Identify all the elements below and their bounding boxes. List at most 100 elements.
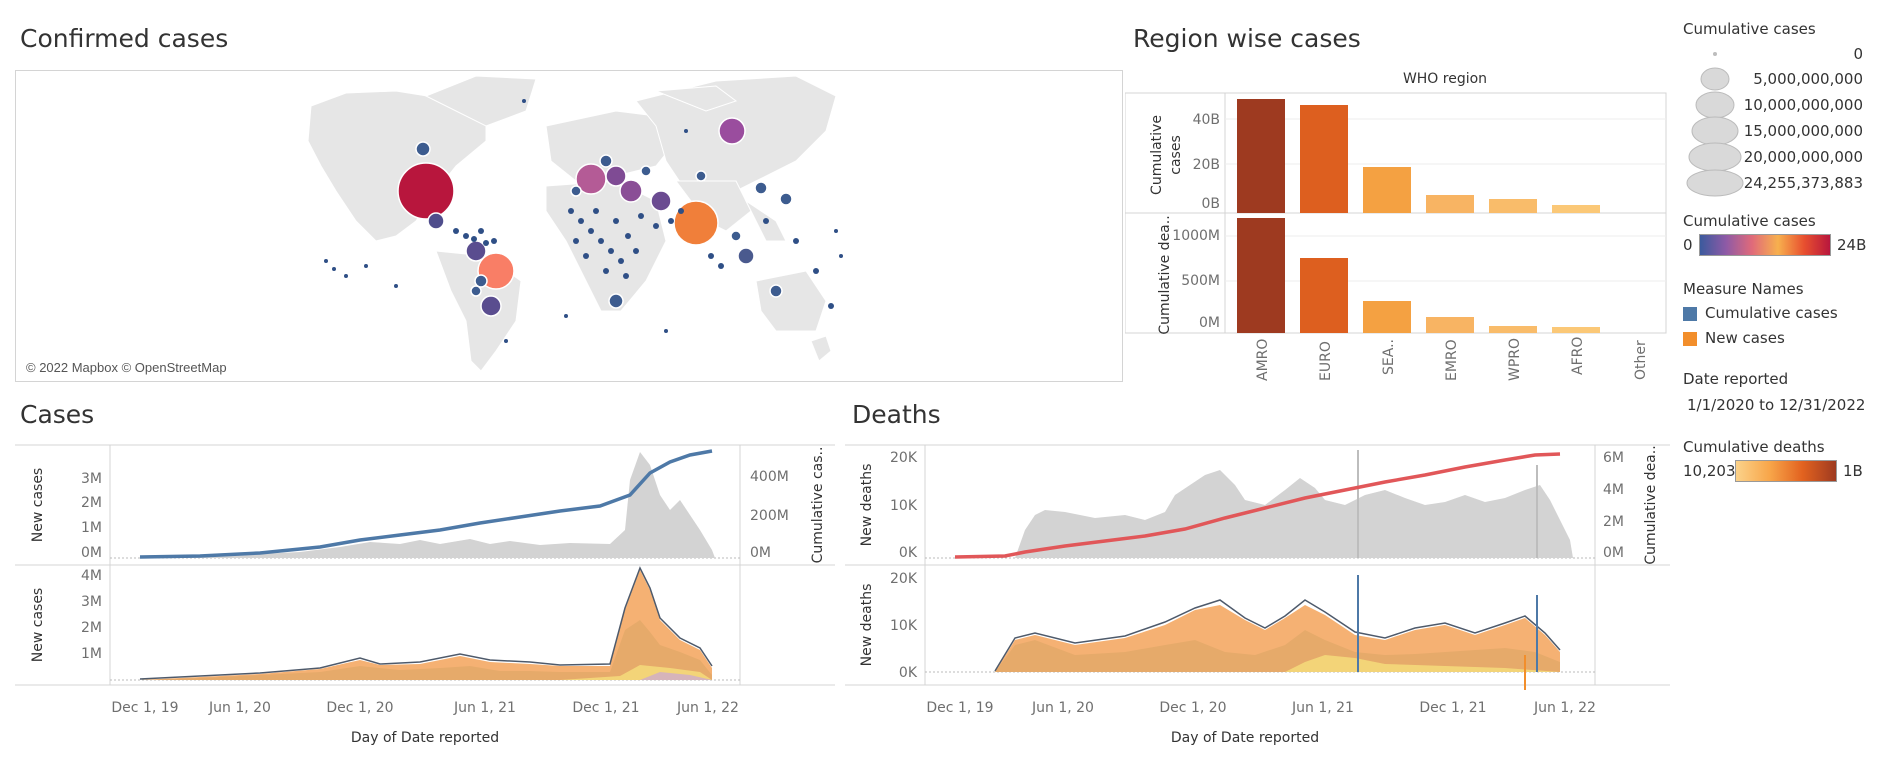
deaths-stack-edge bbox=[994, 599, 1561, 672]
deaths-max: 1B bbox=[1843, 462, 1863, 480]
bar-sea-cases bbox=[1363, 167, 1411, 213]
bubble-india bbox=[673, 200, 719, 246]
tick: 3M bbox=[81, 594, 102, 610]
land-shapes bbox=[307, 75, 837, 372]
deaths-y-right-top: Cumulative dea.. bbox=[1643, 445, 1659, 564]
row2-bars bbox=[1237, 218, 1600, 333]
deaths-y-left-top: New deaths bbox=[859, 464, 875, 547]
bar-afro-deaths bbox=[1552, 327, 1600, 333]
tick: 10K bbox=[890, 618, 918, 634]
map-attribution: © 2022 Mapbox © OpenStreetMap bbox=[26, 360, 227, 375]
bar-emro-cases bbox=[1426, 195, 1474, 213]
y1-tick: 20B bbox=[1193, 157, 1220, 173]
x-tick: Dec 1, 21 bbox=[572, 700, 639, 716]
deaths-stack-orange bbox=[995, 605, 1560, 672]
deaths-stack-yellow bbox=[1285, 655, 1560, 672]
date-filter-title: Date reported bbox=[1683, 370, 1789, 388]
measure-legend-title: Measure Names bbox=[1683, 280, 1804, 298]
y2-tick: 0M bbox=[1199, 315, 1220, 331]
color-legend-title: Cumulative cases bbox=[1683, 212, 1816, 230]
map-panel[interactable]: © 2022 Mapbox © OpenStreetMap bbox=[15, 70, 1123, 382]
cases-new-area bbox=[140, 452, 715, 558]
cases-stack-edge bbox=[139, 566, 713, 680]
tick: 1M bbox=[81, 646, 102, 662]
color-gradient bbox=[1699, 234, 1831, 256]
cases-y-left-top: New cases bbox=[30, 468, 46, 542]
x-tick: Jun 1, 22 bbox=[676, 700, 739, 716]
tick: 200M bbox=[750, 508, 789, 524]
tick: 20K bbox=[890, 571, 918, 587]
size-label: 20,000,000,000 bbox=[1744, 148, 1863, 166]
size-label: 5,000,000,000 bbox=[1753, 70, 1863, 88]
row1-label-line1: Cumulative bbox=[1149, 115, 1165, 195]
small-dots bbox=[324, 99, 843, 343]
deaths-gradient bbox=[1735, 460, 1837, 482]
bar-amro-deaths bbox=[1237, 218, 1285, 333]
tick: 0M bbox=[1603, 545, 1624, 561]
size-label: 10,000,000,000 bbox=[1744, 96, 1863, 114]
cases-title: Cases bbox=[20, 400, 95, 429]
cat-label: AFRO bbox=[1570, 337, 1586, 375]
bar-afro-cases bbox=[1552, 205, 1600, 213]
x-tick: Dec 1, 21 bbox=[1419, 700, 1486, 716]
deaths-chart[interactable]: New deaths Cumulative dea.. New deaths 2… bbox=[845, 440, 1675, 770]
tick: 0K bbox=[899, 665, 918, 681]
cases-stack-purple bbox=[640, 672, 712, 680]
deaths-cumulative-line bbox=[954, 452, 1561, 559]
region-column-header: WHO region bbox=[1403, 71, 1487, 87]
bar-euro-deaths bbox=[1300, 258, 1348, 333]
tick: 3M bbox=[81, 471, 102, 487]
tick: 2M bbox=[1603, 514, 1624, 530]
tick: 400M bbox=[750, 469, 789, 485]
x-tick: Dec 1, 19 bbox=[111, 700, 178, 716]
row2-label: Cumulative dea.. bbox=[1157, 215, 1173, 334]
y2-tick: 500M bbox=[1181, 273, 1220, 289]
x-tick: Dec 1, 20 bbox=[326, 700, 393, 716]
deaths-title: Deaths bbox=[852, 400, 941, 429]
size-label: 0 bbox=[1853, 45, 1863, 63]
bar-wpro-cases bbox=[1489, 199, 1537, 213]
y2-tick: 1000M bbox=[1172, 228, 1220, 244]
measure-swatch-cumulative bbox=[1683, 306, 1697, 321]
world-map[interactable] bbox=[16, 71, 1122, 381]
tick: 6M bbox=[1603, 450, 1624, 466]
measure-item[interactable]: Cumulative cases bbox=[1683, 304, 1873, 323]
tick: 20K bbox=[890, 450, 918, 466]
measure-item[interactable]: New cases bbox=[1683, 329, 1873, 348]
measure-label: New cases bbox=[1705, 329, 1785, 347]
cases-y-right-top: Cumulative cas.. bbox=[810, 447, 826, 564]
cat-label: Other bbox=[1633, 340, 1649, 380]
bar-euro-cases bbox=[1300, 105, 1348, 213]
region-chart[interactable]: WHO region Cumulative cases Cumulative d… bbox=[1125, 65, 1675, 395]
color-legend[interactable]: 0 24B bbox=[1683, 234, 1873, 256]
bubble-russia bbox=[718, 117, 746, 145]
x-tick: Jun 1, 21 bbox=[1291, 700, 1354, 716]
map-title: Confirmed cases bbox=[20, 24, 229, 53]
tick: 2M bbox=[81, 620, 102, 636]
cases-y-left-bottom: New cases bbox=[30, 588, 46, 662]
tick: 4M bbox=[81, 568, 102, 584]
region-categories: AMRO EURO SEA.. EMRO WPRO AFRO Other bbox=[1255, 337, 1649, 381]
cat-label: AMRO bbox=[1255, 339, 1271, 381]
cases-chart[interactable]: New cases Cumulative cas.. New cases 3M … bbox=[0, 440, 840, 770]
y1-tick: 0B bbox=[1201, 196, 1220, 212]
row1-bars bbox=[1237, 99, 1600, 213]
case-bubbles bbox=[397, 117, 793, 317]
size-legend[interactable]: 0 5,000,000,000 10,000,000,000 15,000,00… bbox=[1683, 42, 1873, 202]
tick: 0M bbox=[81, 545, 102, 561]
size-label: 24,255,373,883 bbox=[1744, 174, 1863, 192]
deaths-legend-title: Cumulative deaths bbox=[1683, 438, 1825, 456]
measure-label: Cumulative cases bbox=[1705, 304, 1838, 322]
tick: 2M bbox=[81, 495, 102, 511]
color-min: 0 bbox=[1683, 236, 1693, 254]
date-filter-range[interactable]: 1/1/2020 to 12/31/2022 bbox=[1687, 396, 1866, 414]
cat-label: SEA.. bbox=[1381, 339, 1397, 375]
size-label: 15,000,000,000 bbox=[1744, 122, 1863, 140]
color-max: 24B bbox=[1837, 236, 1867, 254]
bubble-usa bbox=[397, 162, 455, 220]
bubble-uk bbox=[605, 165, 627, 187]
bar-emro-deaths bbox=[1426, 317, 1474, 333]
region-title: Region wise cases bbox=[1133, 24, 1361, 53]
deaths-legend[interactable]: 10,203 1B bbox=[1683, 460, 1873, 482]
deaths-x-title: Day of Date reported bbox=[1171, 730, 1319, 746]
